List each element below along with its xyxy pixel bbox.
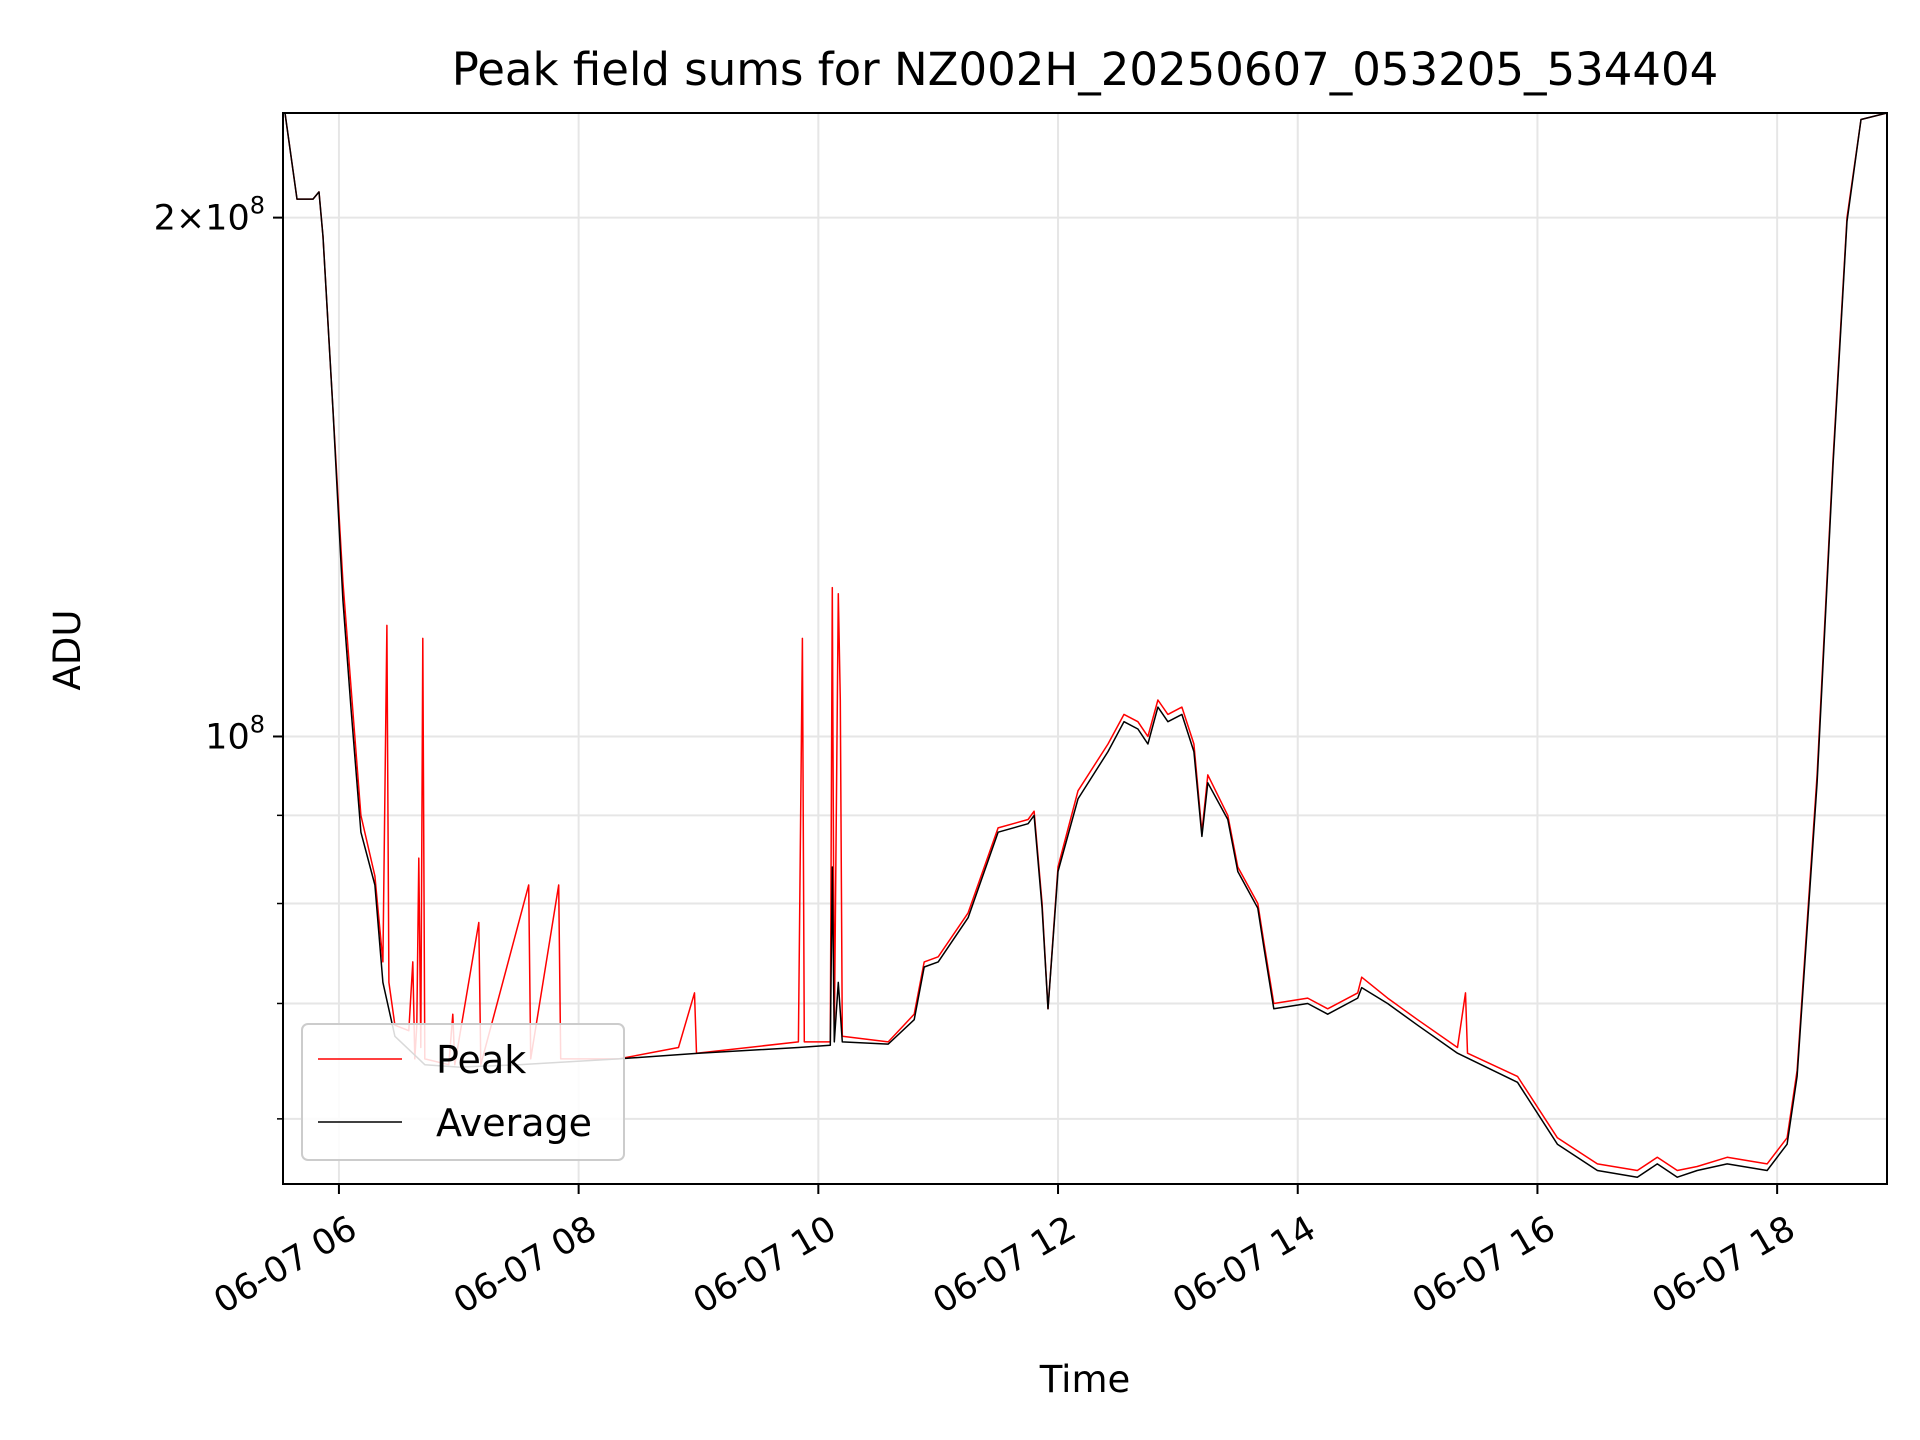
grid (283, 113, 1887, 1184)
x-axis-label: Time (1039, 1358, 1131, 1401)
plot-frame (282, 112, 1888, 1185)
legend: Peak Average (301, 1023, 625, 1161)
legend-label-average: Average (436, 1101, 592, 1145)
y-tick-label: 2×108 (154, 192, 265, 239)
y-axis-label: ADU (46, 610, 89, 691)
legend-label-peak: Peak (436, 1038, 526, 1082)
chart-title: Peak field sums for NZ002H_20250607_0532… (452, 43, 1719, 96)
legend-box (301, 1023, 625, 1161)
